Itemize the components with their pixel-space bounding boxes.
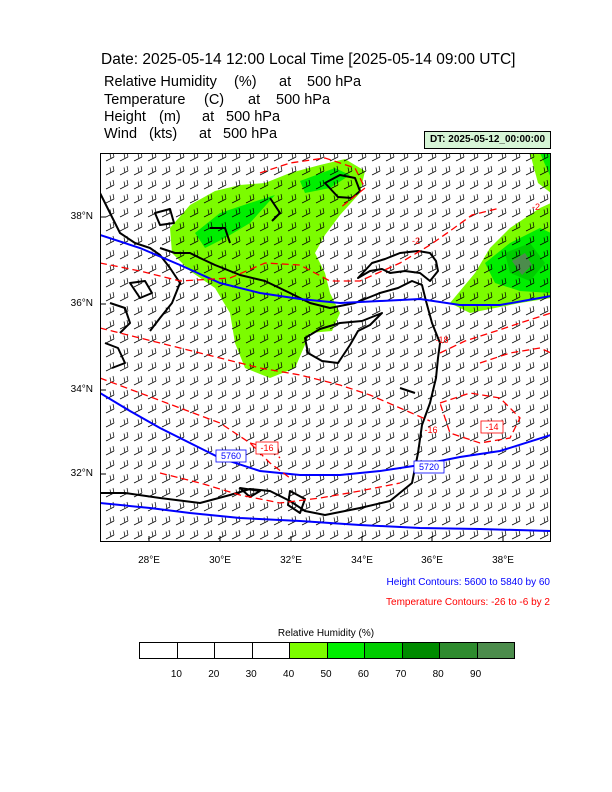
lon-label-32e: 32°E (280, 555, 302, 566)
lon-label-34e: 34°E (351, 555, 373, 566)
colorbar-bin (140, 643, 177, 658)
colorbar-bin (326, 643, 364, 658)
colorbar-label: 90 (470, 669, 482, 680)
temp-label-e: -2 (532, 202, 540, 212)
lat-label-38n: 38°N (70, 211, 93, 222)
axis-ticks (100, 216, 504, 542)
lon-label-38e: 38°E (492, 555, 514, 566)
contour-labels: 5760 5720 -16 -16 -14 -2 -2 -18 (215, 202, 540, 474)
colorbar-bin (251, 643, 289, 658)
height-contour-legend: Height Contours: 5600 to 5840 by 60 (386, 577, 550, 588)
wind-barbs (105, 153, 549, 540)
colorbar (139, 642, 515, 659)
lat-label-36n: 36°N (70, 298, 93, 309)
temp-label-f: -18 (435, 335, 448, 345)
temperature-contours (100, 157, 551, 504)
lat-label-34n: 34°N (70, 384, 93, 395)
height-contours (100, 234, 551, 532)
lon-label-28e: 28°E (138, 555, 160, 566)
colorbar-bin (439, 643, 477, 658)
field-line-rh: Relative Humidity (%) at 500 hPa (104, 74, 362, 90)
weather-map: 5760 5720 -16 -16 -14 -2 -2 -18 (100, 153, 551, 542)
colorbar-bin (176, 643, 214, 658)
colorbar-label: 10 (170, 669, 182, 680)
colorbar-label: 70 (395, 669, 407, 680)
temp-label-d: -2 (412, 236, 420, 246)
field-line-height: Height (m) at 500 hPa (104, 109, 281, 125)
colorbar-label: 20 (208, 669, 220, 680)
temp-label-a: -16 (260, 443, 273, 453)
colorbar-title: Relative Humidity (%) (277, 628, 375, 639)
colorbar-label: 40 (283, 669, 295, 680)
lon-label-36e: 36°E (421, 555, 443, 566)
init-time-badge: DT: 2025-05-12_00:00:00 (424, 131, 551, 149)
lon-label-30e: 30°E (209, 555, 231, 566)
coastlines (100, 174, 441, 516)
field-line-temp: Temperature (C) at 500 hPa (104, 92, 331, 108)
temperature-contour-legend: Temperature Contours: -26 to -6 by 2 (386, 597, 550, 608)
colorbar-bin (364, 643, 402, 658)
colorbar-bin (214, 643, 252, 658)
colorbar-label: 30 (245, 669, 257, 680)
height-label-5720: 5720 (419, 462, 439, 472)
field-line-wind: Wind (kts) at 500 hPa (104, 126, 278, 142)
colorbar-bin (401, 643, 439, 658)
colorbar-bin (289, 643, 327, 658)
humidity-shading (170, 153, 551, 378)
colorbar-label: 50 (320, 669, 332, 680)
temp-label-c: -14 (485, 422, 498, 432)
lat-label-32n: 32°N (70, 468, 93, 479)
colorbar-bin (476, 643, 514, 658)
map-title: Date: 2025-05-14 12:00 Local Time [2025-… (101, 51, 516, 68)
height-label-5760: 5760 (221, 451, 241, 461)
colorbar-label: 80 (432, 669, 444, 680)
colorbar-label: 60 (357, 669, 369, 680)
temp-label-b: -16 (424, 425, 437, 435)
